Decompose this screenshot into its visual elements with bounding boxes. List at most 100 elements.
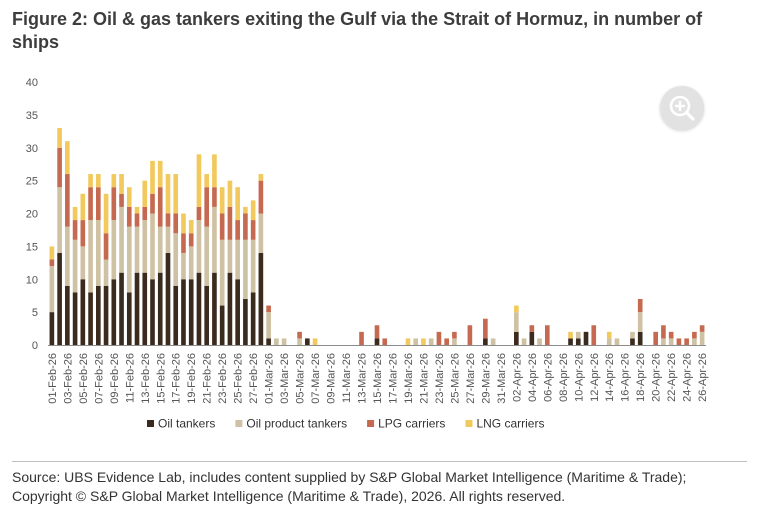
bar-segment [250,200,256,221]
bar-segment [250,220,256,240]
bar-segment [103,259,109,286]
bar-segment [374,325,380,339]
x-tick-label: 08-Apr-26 [558,353,570,402]
bar-segment [165,252,171,345]
bar-segment [219,239,225,306]
bar-segment [80,193,86,221]
x-tick-label: 09-Feb-26 [109,353,121,404]
bar-segment [80,279,86,345]
bar-segment [483,318,488,339]
bar-segment [258,180,264,214]
x-tick-label: 11-Mar-26 [341,353,353,403]
x-tick-label: 26-Apr-26 [697,353,709,402]
y-tick-label: 5 [32,307,38,319]
bar-segment [88,220,93,293]
y-tick-label: 20 [26,209,38,221]
divider [12,461,747,462]
bar-segment [65,285,70,345]
bar-segment [219,305,225,345]
x-tick-label: 05-Feb-26 [78,353,90,404]
bar-segment [212,272,217,345]
x-tick-label: 29-Mar-26 [480,353,492,404]
bar-segment [312,338,318,345]
bar-segment [173,213,179,234]
bar-segment [359,331,364,345]
y-tick-label: 40 [26,77,38,89]
bar-segment [568,331,573,339]
bar-segment [575,338,581,345]
bar-series [49,128,705,346]
x-tick-label: 25-Mar-26 [449,353,461,404]
bar-segment [266,338,271,345]
legend-label: LNG carriers [476,417,544,431]
x-tick-label: 20-Apr-26 [651,353,663,402]
bar-segment [452,338,457,345]
bar-segment [134,272,140,345]
bar-segment [165,226,171,253]
bar-segment [111,187,117,221]
bar-segment [181,213,186,234]
bar-segment [637,331,643,345]
legend-swatch [465,420,473,427]
bar-segment [521,338,527,345]
x-tick-label: 19-Feb-26 [186,353,198,404]
bar-segment [227,180,233,207]
legend: Oil tankers Oil product tankers LPG carrie… [147,417,544,431]
bar-segment [544,325,550,345]
bar-segment [614,338,620,345]
bar-segment [235,239,240,280]
y-tick-label: 15 [26,241,38,253]
bar-segment [103,233,109,260]
bar-segment [514,312,519,332]
bar-segment [126,187,132,207]
legend-swatch [147,420,154,427]
bar-segment [65,226,70,286]
bar-segment [111,220,117,280]
bar-segment [88,174,93,188]
bar-segment [692,338,697,345]
bar-segment [405,338,411,345]
stacked-bar-chart: 0 5 10 15 20 25 30 35 40 01-Feb-26 03-Feb-26 05-Fe… [26,77,709,431]
bar-segment [421,338,426,345]
bar-segment [668,338,674,345]
legend-label: LPG carriers [378,417,445,431]
zoom-button[interactable] [660,86,704,130]
bar-segment [57,128,62,148]
bar-segment [111,174,117,188]
bar-segment [173,233,179,286]
bar-segment [173,285,179,345]
y-tick-label: 35 [26,110,38,122]
x-tick-label: 17-Mar-26 [387,353,399,404]
bar-segment [196,272,202,345]
bar-segment [88,187,93,221]
x-tick-label: 09-Mar-26 [326,353,338,404]
x-axis: 01-Feb-26 03-Feb-26 05-Feb-26 07-Feb-26 09-F… [47,345,709,404]
bar-segment [266,305,271,313]
bar-segment [676,338,682,345]
bar-segment [204,174,210,188]
bar-segment [49,312,55,346]
bar-segment [49,266,55,313]
bar-segment [467,325,473,345]
bar-segment [444,338,449,345]
x-tick-label: 16-Apr-26 [620,353,632,402]
bar-segment [96,285,101,345]
bar-segment [65,174,70,227]
x-tick-label: 13-Feb-26 [140,353,152,404]
x-tick-label: 12-Apr-26 [589,353,601,402]
legend-label: Oil product tankers [246,417,347,431]
bar-segment [65,141,70,175]
bar-segment [281,338,287,345]
bar-segment [583,331,589,345]
bar-segment [72,239,78,293]
x-tick-label: 04-Apr-26 [527,353,539,402]
bar-segment [258,252,264,345]
bar-segment [150,279,155,345]
bar-segment [305,338,310,345]
x-tick-label: 07-Mar-26 [310,353,322,404]
bar-segment [235,220,240,240]
legend-label: Oil tankers [158,417,215,431]
legend-swatch [367,420,375,427]
bar-segment [227,272,233,345]
bar-segment [157,160,163,188]
